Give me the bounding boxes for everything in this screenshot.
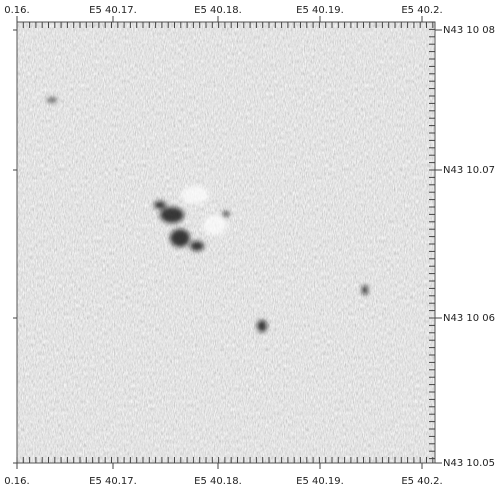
top-label: 0.16. bbox=[4, 5, 29, 16]
top-label: E5 40.18. bbox=[194, 5, 242, 16]
top-label: E5 40.17. bbox=[89, 5, 137, 16]
right-label: N43 10 08 bbox=[443, 25, 495, 36]
top-label: E5 40.2. bbox=[401, 5, 442, 16]
bottom-label: E5 40.17. bbox=[89, 476, 137, 487]
raster-image bbox=[17, 22, 435, 463]
page: {"top_labels": ["0.16.", "E5 40.17.", "E… bbox=[0, 0, 504, 491]
bottom-label: E5 40.18. bbox=[194, 476, 242, 487]
bottom-label: E5 40.19. bbox=[296, 476, 344, 487]
top-label: E5 40.19. bbox=[296, 5, 344, 16]
map-view: 0.16. 0.16. E5 40.17. E5 40.17. E5 40.18. E5 … bbox=[0, 0, 504, 491]
right-label: N43 10.05 bbox=[443, 458, 495, 469]
right-label: N43 10.07 bbox=[443, 165, 495, 176]
bottom-label: 0.16. bbox=[4, 476, 29, 487]
right-label: N43 10 06 bbox=[443, 313, 495, 324]
bottom-label: E5 40.2. bbox=[401, 476, 442, 487]
